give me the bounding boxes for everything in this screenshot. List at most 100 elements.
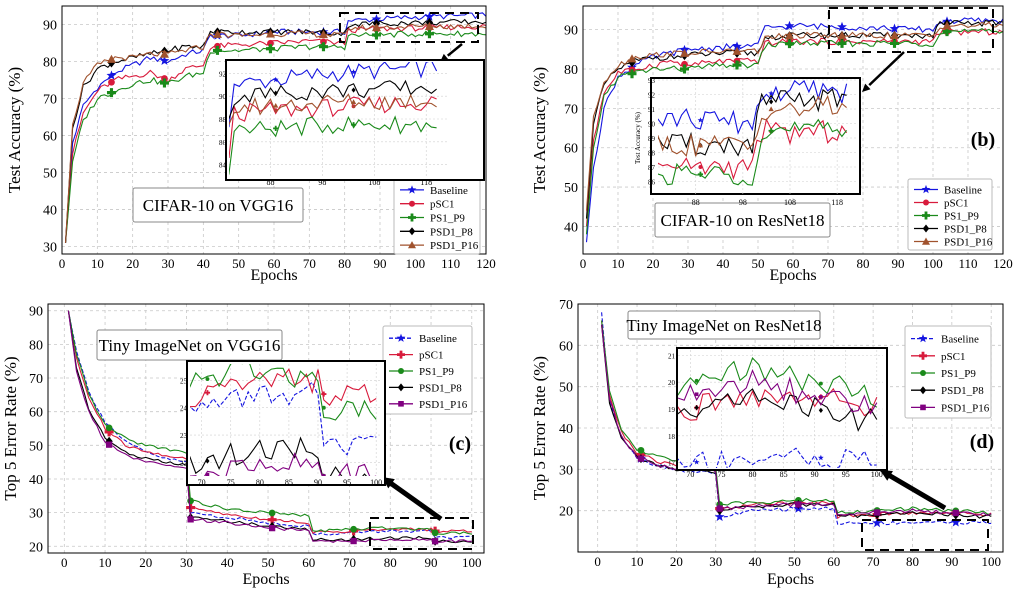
y-tick-label: 50 [43, 167, 57, 182]
inset-series-marker [698, 165, 703, 169]
inset-x-tick-label: 100 [871, 470, 883, 479]
inset-series-group [190, 364, 377, 476]
title-box [132, 187, 304, 223]
plot-frame [61, 5, 487, 255]
inset-x-tick-label: 80 [256, 478, 264, 487]
inset-x-tick-label: 75 [227, 478, 235, 487]
x-tick-label: 100 [981, 554, 1001, 569]
zoom-arrow [868, 51, 905, 87]
inset-series-marker [818, 381, 823, 386]
y-tick-label: 20 [29, 540, 43, 555]
x-tick-label: 0 [580, 256, 587, 271]
plot-frame [582, 5, 1004, 255]
legend-label: Baseline [944, 185, 982, 197]
y-tick-label: 40 [564, 220, 578, 235]
legend-label: PS1_P9 [430, 213, 465, 225]
y-tick-label: 80 [29, 338, 43, 353]
series-line-ps1_p9 [64, 30, 486, 243]
series-marker-psd1_p16 [873, 509, 881, 516]
legend-marker [408, 213, 416, 222]
inset-y-tick-label: 18 [668, 433, 676, 441]
y-tick-label: 70 [564, 102, 578, 117]
y-tick-label: 50 [559, 381, 573, 396]
inset-x-tick-label: 98 [739, 198, 747, 207]
inset-frame [225, 59, 485, 181]
inset-y-tick-label: 90 [219, 93, 227, 101]
legend-marker [408, 241, 416, 249]
series-marker-psc1 [108, 78, 115, 86]
series-marker-ps1_p9 [890, 38, 899, 48]
chart-title: CIFAR-10 on ResNet18 [660, 211, 824, 230]
series-line-baseline [67, 310, 472, 540]
series-marker-ps1_p9 [105, 424, 113, 432]
inset-y-tick-label: 25 [180, 377, 188, 385]
inset-series-group [678, 356, 878, 468]
series-group [67, 310, 472, 546]
legend-label: Baseline [941, 334, 979, 346]
legend-marker [921, 184, 931, 194]
inset-y-tick-label: 92 [648, 92, 656, 100]
inset-series-line-psd1_p16 [658, 94, 847, 158]
chart-title: CIFAR-10 on VGG16 [143, 196, 294, 215]
legend-marker [923, 199, 929, 206]
inset-series-marker [768, 106, 774, 112]
series-marker-psd1_p16 [105, 441, 113, 448]
series-marker-psd1_p16 [795, 501, 802, 508]
series-marker-baseline [889, 23, 900, 33]
inset-series-line-psd1_p8 [190, 436, 368, 476]
series-marker-ps1_p9 [680, 64, 689, 74]
legend-label: PSD1_P8 [941, 385, 984, 397]
inset-x-tick-label: 95 [343, 478, 351, 487]
x-tick-label: 10 [99, 555, 112, 570]
legend-label: PS1_P9 [944, 211, 979, 223]
series-marker-baseline [106, 70, 117, 80]
inset-series-marker [768, 128, 774, 134]
series-marker-baseline [714, 511, 725, 522]
series-marker-psd1_p16 [212, 29, 222, 38]
y-tick-label: 80 [564, 63, 578, 78]
panel-label: (c) [449, 433, 471, 455]
series-marker-ps1_p9 [424, 29, 434, 39]
y-axis-label: Test Accuracy (%) [530, 67, 549, 193]
series-group [585, 16, 1003, 243]
series-marker-psd1_p16 [265, 29, 275, 38]
inset-x-tick-label: 118 [831, 198, 843, 207]
series-marker-ps1_p9 [785, 39, 794, 49]
series-marker-baseline [837, 21, 847, 32]
x-tick-label: 120 [993, 256, 1013, 271]
inset-series-marker [818, 407, 823, 413]
inset-series-line-psd1_p16 [229, 93, 437, 126]
inset-chart: 70 75 80 85 90 95 100 22 23 24 25 [180, 364, 382, 487]
inset-series-marker [819, 395, 823, 399]
inset-series-marker [694, 405, 699, 411]
legend-marker [918, 334, 928, 343]
x-tick-label: 60 [302, 555, 315, 570]
x-tick-label: 80 [338, 256, 351, 271]
legend-marker [920, 404, 926, 411]
x-tick-label: 0 [59, 256, 66, 271]
inset-x-tick-label: 70 [686, 470, 694, 479]
series-marker-psc1 [320, 38, 327, 46]
x-tick-label: 50 [232, 256, 245, 271]
inset-series-group [229, 62, 438, 175]
inset-series-line-psc1 [678, 387, 878, 421]
x-tick-label: 0 [594, 554, 601, 569]
legend-label: pSC1 [944, 198, 968, 210]
x-tick-label: 60 [787, 256, 800, 271]
y-tick-label: 70 [43, 93, 57, 108]
zoom-arrow-head [880, 470, 893, 481]
x-tick-label: 120 [476, 256, 496, 271]
panel-label: (b) [971, 129, 995, 151]
inset-series-marker [350, 122, 357, 128]
inset-y-tick-label: 91 [648, 106, 656, 114]
series-marker-baseline [732, 41, 742, 51]
inset-series-marker [768, 90, 774, 96]
series-marker-psd1_p16 [431, 538, 439, 545]
inset-series-line-ps1_p9 [678, 356, 878, 408]
series-line-psd1_p8 [64, 18, 486, 243]
series-marker-ps1_p9 [637, 446, 645, 454]
x-tick-label: 40 [749, 554, 762, 569]
series-marker-baseline [424, 11, 435, 21]
legend-marker [919, 386, 927, 395]
